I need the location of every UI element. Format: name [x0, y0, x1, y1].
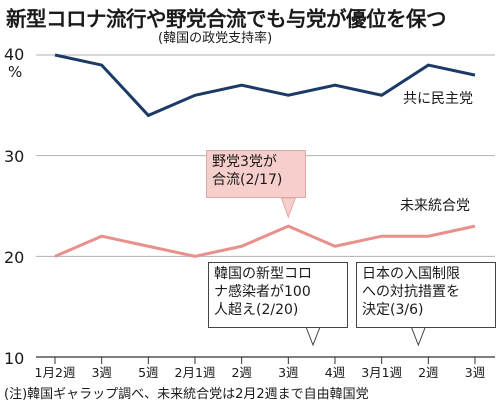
annotation-japan-countermeasure: 日本の入国制限 への対抗措置を 決定(3/6): [356, 262, 496, 328]
x-tick-label-5: 3週: [278, 365, 299, 380]
annotation-pointer-0: [280, 197, 297, 219]
x-tick-label-2: 5週: [138, 365, 159, 380]
chart-subtitle: (韓国の政党支持率): [158, 31, 273, 46]
y-axis-unit-label: %: [8, 63, 23, 81]
x-tick-label-3: 2月1週: [175, 365, 216, 380]
x-tick-label-1: 3週: [91, 365, 112, 380]
series-line-1: [54, 224, 476, 258]
annotation-pointer-2: [410, 326, 427, 347]
footnote: (注)韓国ギャラップ調べ、未来統合党は2月2週まで自由韓国党: [4, 387, 369, 402]
annotation-covid-cases: 韓国の新型コロ ナ感染者が100 人超え(2/20): [208, 262, 348, 328]
x-tick-label-6: 4週: [325, 365, 346, 380]
series-line-0: [54, 53, 476, 118]
y-tick-label-30: 30: [4, 147, 25, 166]
annotation-opposition-merger: 野党3党が 合流(2/17): [206, 150, 306, 198]
series-label-1: 未来統合党: [400, 198, 470, 214]
y-tick-label-10: 10: [4, 349, 25, 368]
annotation-pointer-1: [305, 326, 321, 347]
y-tick-label-20: 20: [4, 248, 25, 267]
x-tick-label-4: 2週: [231, 365, 252, 380]
chart-title: 新型コロナ流行や野党合流でも与党が優位を保つ: [6, 7, 447, 31]
series-label-0: 共に民主党: [403, 91, 473, 107]
x-tick-label-9: 3週: [465, 365, 486, 380]
x-tick-label-7: 3月1週: [361, 365, 402, 380]
x-tick-label-8: 2週: [418, 365, 439, 380]
y-tick-label-40: 40: [4, 45, 25, 64]
x-tick-label-0: 1月2週: [35, 365, 76, 380]
